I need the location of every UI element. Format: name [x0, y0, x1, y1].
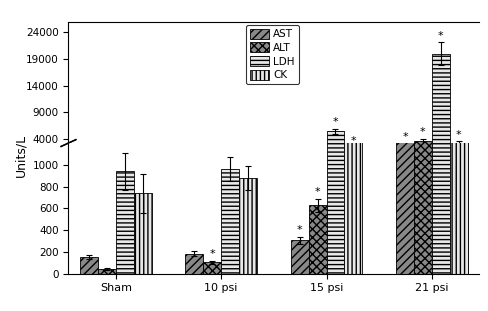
Text: Units/L: Units/L — [15, 134, 28, 177]
Bar — [449, 0, 467, 274]
Bar — [290, 240, 308, 274]
Text: *: * — [350, 136, 355, 146]
Bar — [134, 193, 151, 274]
Bar — [395, 0, 413, 274]
Legend: AST, ALT, LDH, CK: AST, ALT, LDH, CK — [245, 25, 298, 84]
Bar — [431, 0, 449, 274]
Bar — [431, 54, 449, 160]
Bar — [290, 159, 308, 160]
Text: *: * — [209, 249, 215, 259]
Bar — [326, 131, 344, 160]
Bar — [344, 148, 362, 160]
Bar — [395, 145, 413, 160]
Text: *: * — [314, 187, 320, 197]
Text: *: * — [437, 31, 443, 41]
Text: *: * — [296, 225, 302, 235]
Text: *: * — [419, 127, 425, 137]
Bar — [413, 0, 431, 274]
Bar — [239, 156, 257, 160]
Text: *: * — [401, 132, 407, 142]
Bar — [80, 159, 98, 160]
Bar — [185, 253, 203, 274]
Bar — [308, 157, 326, 160]
Bar — [344, 34, 362, 274]
Bar — [221, 169, 239, 274]
Bar — [116, 171, 134, 274]
Bar — [116, 155, 134, 160]
Bar — [221, 155, 239, 160]
Bar — [449, 143, 467, 160]
Bar — [185, 159, 203, 160]
Text: *: * — [332, 117, 338, 128]
Bar — [308, 205, 326, 274]
Text: *: * — [455, 130, 461, 140]
Bar — [326, 0, 344, 274]
Bar — [413, 141, 431, 160]
Bar — [134, 156, 151, 160]
Bar — [80, 257, 98, 274]
Bar — [98, 269, 116, 274]
Bar — [239, 179, 257, 274]
Bar — [203, 262, 221, 274]
